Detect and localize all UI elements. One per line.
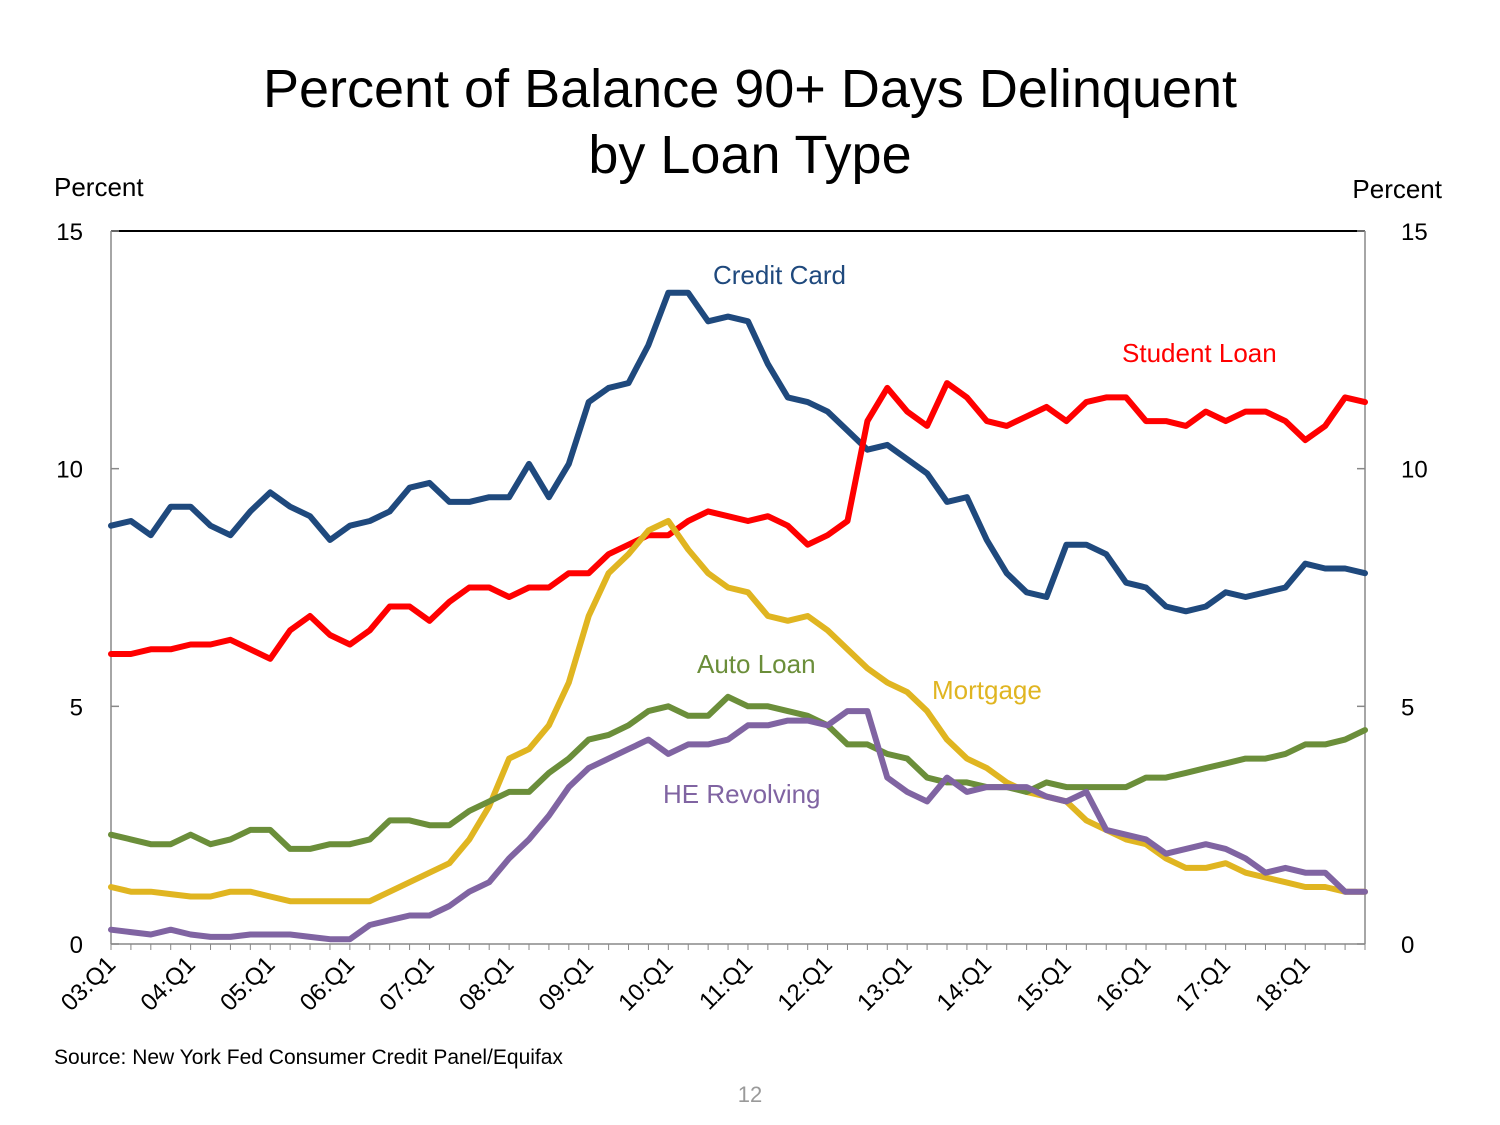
x-tick-label: 07:Q1 bbox=[374, 951, 439, 1016]
he-revolving-series-label: HE Revolving bbox=[663, 779, 821, 809]
x-tick-label: 17:Q1 bbox=[1171, 951, 1236, 1016]
title-line-2: by Loan Type bbox=[588, 125, 912, 185]
student-loan-series-line bbox=[108, 380, 1368, 662]
credit-card-series-label: Credit Card bbox=[713, 260, 846, 290]
x-tick-label: 16:Q1 bbox=[1091, 951, 1156, 1016]
left-y-tick-label: 10 bbox=[56, 457, 83, 484]
source-note: Source: New York Fed Consumer Credit Pan… bbox=[54, 1046, 563, 1069]
auto-loan-series-line bbox=[108, 693, 1368, 852]
x-tick-label: 10:Q1 bbox=[613, 951, 678, 1016]
student-loan-series-label: Student Loan bbox=[1122, 338, 1277, 368]
x-tick-label: 04:Q1 bbox=[136, 951, 201, 1016]
x-tick-label: 15:Q1 bbox=[1011, 951, 1076, 1016]
right-y-tick-label: 5 bbox=[1401, 694, 1414, 721]
x-tick-label: 13:Q1 bbox=[852, 951, 917, 1016]
x-tick-label: 18:Q1 bbox=[1250, 951, 1315, 1016]
left-axis-unit-label: Percent bbox=[54, 172, 144, 202]
right-axis-unit-label: Percent bbox=[1352, 174, 1442, 204]
x-tick-label: 05:Q1 bbox=[215, 951, 280, 1016]
mortgage-series-label: Mortgage bbox=[932, 675, 1042, 705]
he-revolving-series-line bbox=[108, 708, 1368, 943]
mortgage-series-line bbox=[108, 518, 1368, 905]
right-y-tick-label: 0 bbox=[1401, 932, 1414, 959]
left-y-tick-label: 15 bbox=[56, 219, 83, 246]
x-tick-label: 09:Q1 bbox=[534, 951, 599, 1016]
credit-card-series-line bbox=[108, 289, 1368, 615]
right-y-tick-label: 15 bbox=[1401, 219, 1428, 246]
page-number: 12 bbox=[737, 1082, 763, 1107]
x-tick-label: 03:Q1 bbox=[56, 951, 121, 1016]
right-y-tick-label: 10 bbox=[1401, 457, 1428, 484]
x-tick-label: 06:Q1 bbox=[295, 951, 360, 1016]
title-line-1: Percent of Balance 90+ Days Delinquent bbox=[262, 59, 1238, 119]
left-y-tick-label: 0 bbox=[70, 932, 83, 959]
x-tick-label: 11:Q1 bbox=[694, 951, 758, 1015]
x-tick-label: 12:Q1 bbox=[772, 951, 837, 1016]
auto-loan-series-label: Auto Loan bbox=[697, 649, 816, 679]
page-title: Percent of Balance 90+ Days Delinquent b… bbox=[0, 56, 1500, 188]
x-tick-label: 14:Q1 bbox=[932, 951, 997, 1016]
x-tick-label: 08:Q1 bbox=[454, 951, 519, 1016]
left-y-tick-label: 5 bbox=[70, 694, 83, 721]
